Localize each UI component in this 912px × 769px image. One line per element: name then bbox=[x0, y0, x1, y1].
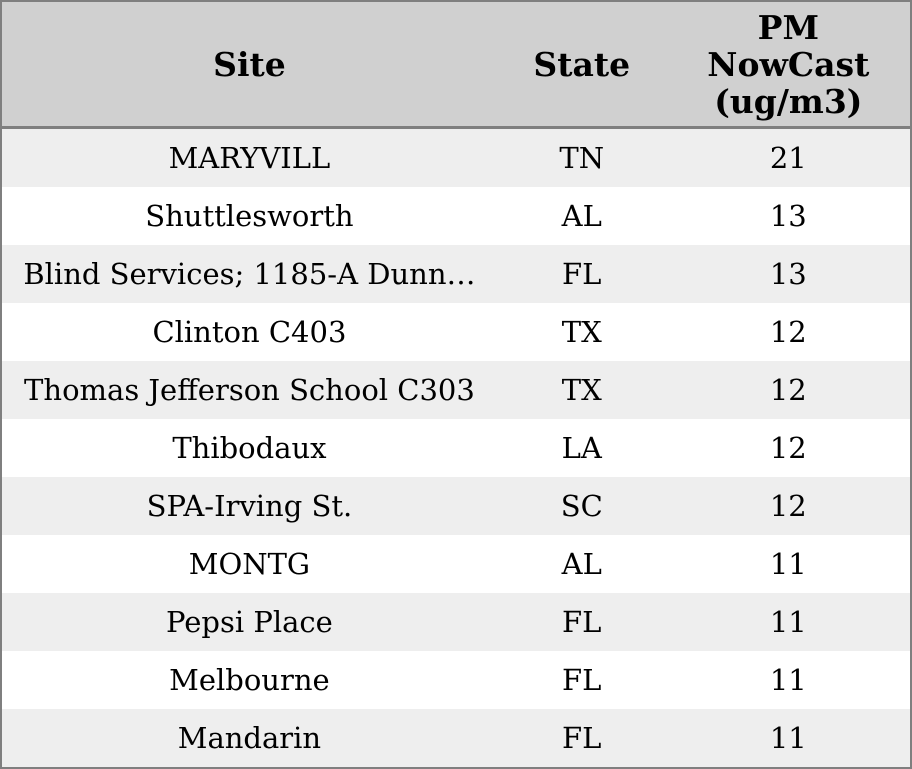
table-row: MONTG AL 11 bbox=[2, 535, 910, 593]
column-header-pm-nowcast: PM NowCast (ug/m3) bbox=[707, 7, 870, 121]
table-row: SPA-Irving St. SC 12 bbox=[2, 477, 910, 535]
state-cell: AL bbox=[561, 547, 602, 581]
table-row: Mandarin FL 11 bbox=[2, 709, 910, 767]
state-cell: LA bbox=[561, 431, 602, 465]
pm-nowcast-cell: 11 bbox=[769, 547, 807, 581]
site-cell: MARYVILL bbox=[168, 141, 331, 175]
state-cell: SC bbox=[560, 489, 603, 523]
table-row: Shuttlesworth AL 13 bbox=[2, 187, 910, 245]
site-cell: Clinton C403 bbox=[152, 315, 347, 349]
site-cell: Melbourne bbox=[169, 663, 330, 697]
table-row: Clinton C403 TX 12 bbox=[2, 303, 910, 361]
state-cell: FL bbox=[562, 257, 602, 291]
state-cell: TX bbox=[561, 315, 602, 349]
column-header-state: State bbox=[533, 44, 631, 84]
pm-nowcast-cell: 11 bbox=[769, 663, 807, 697]
state-cell: TX bbox=[561, 373, 602, 407]
table-header-row: Site State PM NowCast (ug/m3) bbox=[2, 2, 910, 129]
site-cell: Thibodaux bbox=[172, 431, 327, 465]
site-cell: Mandarin bbox=[177, 721, 322, 755]
table-row: Thibodaux LA 12 bbox=[2, 419, 910, 477]
pm-nowcast-cell: 11 bbox=[769, 721, 807, 755]
site-cell: Blind Services; 1185-A Dunn… bbox=[23, 257, 476, 291]
site-cell: Pepsi Place bbox=[166, 605, 333, 639]
pm-nowcast-cell: 12 bbox=[769, 431, 807, 465]
pm-nowcast-cell: 21 bbox=[769, 141, 807, 175]
table-row: Melbourne FL 11 bbox=[2, 651, 910, 709]
state-cell: FL bbox=[562, 605, 602, 639]
site-cell: Shuttlesworth bbox=[145, 199, 354, 233]
table-row: Thomas Jefferson School C303 TX 12 bbox=[2, 361, 910, 419]
pm-nowcast-cell: 13 bbox=[769, 199, 807, 233]
state-cell: FL bbox=[562, 721, 602, 755]
state-cell: FL bbox=[562, 663, 602, 697]
pm-nowcast-cell: 12 bbox=[769, 373, 807, 407]
table-row: Pepsi Place FL 11 bbox=[2, 593, 910, 651]
site-cell: Thomas Jefferson School C303 bbox=[24, 373, 475, 407]
pm-nowcast-cell: 13 bbox=[769, 257, 807, 291]
pm-nowcast-cell: 12 bbox=[769, 315, 807, 349]
site-cell: MONTG bbox=[188, 547, 311, 581]
pm-nowcast-cell: 11 bbox=[769, 605, 807, 639]
table-row: Blind Services; 1185-A Dunn… FL 13 bbox=[2, 245, 910, 303]
state-cell: AL bbox=[561, 199, 602, 233]
table-body: MARYVILL TN 21 Shuttlesworth AL 13 Blind… bbox=[2, 129, 910, 767]
column-header-site: Site bbox=[213, 44, 286, 84]
pm-nowcast-cell: 12 bbox=[769, 489, 807, 523]
site-cell: SPA-Irving St. bbox=[146, 489, 353, 523]
table-row: MARYVILL TN 21 bbox=[2, 129, 910, 187]
state-cell: TN bbox=[559, 141, 605, 175]
